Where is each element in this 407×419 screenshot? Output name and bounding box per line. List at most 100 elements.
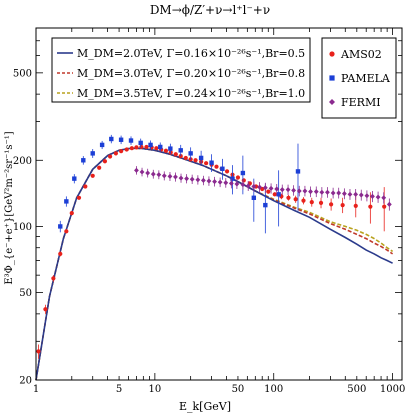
legend-marker-ams02: [329, 51, 335, 57]
ams02-point: [173, 152, 178, 157]
legend-data-label: AMS02: [340, 48, 382, 61]
ams02-point: [58, 251, 63, 256]
fermi-point: [173, 174, 178, 180]
fermi-point: [386, 201, 392, 207]
ams02-point: [83, 184, 88, 189]
ams02-point: [224, 169, 230, 174]
legend-line-label: M_DM=2.0TeV, Γ=0.16×10⁻²⁶s⁻¹,Br=0.5: [77, 47, 305, 60]
fermi-point: [200, 177, 206, 183]
pamela-point: [72, 176, 77, 181]
pamela-point: [188, 151, 193, 156]
fermi-point: [262, 185, 268, 191]
model-curves: [35, 147, 394, 381]
model-curve-2: [35, 147, 393, 381]
chart-title: DM→ϕ/Z′+ν→l⁺l⁻+ν: [150, 3, 270, 17]
ams02-point: [36, 349, 41, 354]
ams02-point: [69, 210, 74, 216]
fermi-point: [375, 194, 381, 200]
legend-marker-pamela: [329, 75, 335, 81]
pamela-point: [251, 195, 257, 200]
legend-data-label: FERMI: [341, 96, 381, 109]
ams02-point: [107, 154, 113, 159]
fermi-point: [285, 187, 291, 193]
fermi-point: [240, 182, 246, 188]
fermi-point: [347, 191, 353, 197]
fermi-point: [296, 188, 302, 194]
ams02-point: [64, 229, 69, 234]
legend-line-label: M_DM=3.0TeV, Γ=0.20×10⁻²⁶s⁻¹,Br=0.8: [77, 67, 305, 80]
y-tick-label: 200: [13, 156, 32, 167]
ams02-point: [193, 158, 198, 163]
fermi-point: [268, 185, 274, 191]
ams02-point: [139, 144, 144, 150]
pamela-point: [168, 146, 173, 151]
fermi-point: [313, 189, 319, 195]
ams02-point: [129, 146, 134, 151]
ams02-point: [272, 192, 277, 197]
fermi-point: [189, 176, 195, 182]
ams02-point: [76, 195, 82, 200]
fermi-point: [251, 183, 257, 190]
plot-frame: [35, 27, 403, 381]
pamela-point: [295, 169, 301, 174]
fermi-point: [319, 189, 325, 195]
fermi-point: [206, 178, 212, 184]
fermi-point: [145, 170, 151, 176]
fermi-point: [341, 191, 347, 197]
pamela-point: [109, 136, 114, 142]
fermi-point: [217, 179, 223, 185]
y-tick-label: 50: [19, 288, 32, 299]
fermi-point: [161, 173, 167, 179]
model-legend-box: [51, 37, 311, 103]
x-tick-label: 1: [33, 384, 39, 395]
fermi-point: [257, 184, 262, 190]
pamela-point: [148, 142, 153, 148]
ams02-point: [183, 155, 188, 161]
fermi-point: [245, 183, 251, 189]
ams02-point: [124, 147, 129, 152]
ams02-point: [241, 178, 246, 183]
pamela-point: [198, 155, 204, 161]
ams02-point: [301, 198, 306, 203]
ams02-point: [368, 204, 373, 209]
ams02-point: [340, 203, 345, 208]
x-tick-label: 10: [148, 384, 161, 395]
y-tick-label: 20: [19, 376, 32, 387]
fermi-point: [279, 187, 285, 193]
pamela-point: [58, 224, 63, 229]
pamela-point: [263, 202, 268, 208]
fermi-point: [184, 176, 190, 182]
ams02-point: [309, 200, 314, 205]
fermi-point: [178, 175, 184, 181]
pamela-point: [158, 144, 163, 150]
axes: 1 5 10 50 100 500 1000 20 50 100 200 500: [13, 27, 405, 395]
fermi-point: [302, 188, 308, 194]
fermi-point: [308, 189, 313, 195]
ams02-point: [293, 197, 298, 202]
ams02-point: [353, 203, 358, 208]
fermi-point: [234, 181, 240, 187]
ams02-point: [144, 144, 149, 150]
legend-line-label: M_DM=3.5TeV, Γ=0.24×10⁻²⁶s⁻¹,Br=1.0: [77, 87, 305, 100]
ams02-point: [266, 189, 271, 194]
pamela-point: [99, 142, 105, 148]
y-tick-label: 100: [13, 222, 32, 233]
ams02-point: [214, 164, 219, 169]
fermi-point: [156, 172, 162, 178]
x-tick-label: 100: [264, 384, 283, 395]
fermi-point: [364, 193, 370, 199]
fermi-point: [336, 190, 342, 196]
legend-data-label: PAMELA: [341, 72, 391, 85]
pamela-point: [220, 166, 225, 171]
y-axis-label: E³Φ_{e⁻+e⁺}[GeV²m⁻²sr⁻¹s⁻¹]: [4, 131, 15, 284]
pamela-point: [90, 151, 95, 156]
pamela-point: [230, 176, 235, 181]
pamela-point: [240, 170, 246, 176]
ams02-point: [318, 200, 324, 205]
y-tick-label: 500: [13, 68, 32, 79]
fermi-point: [353, 191, 359, 197]
x-tick-label: 1000: [380, 384, 405, 395]
fermi-point: [381, 195, 387, 201]
